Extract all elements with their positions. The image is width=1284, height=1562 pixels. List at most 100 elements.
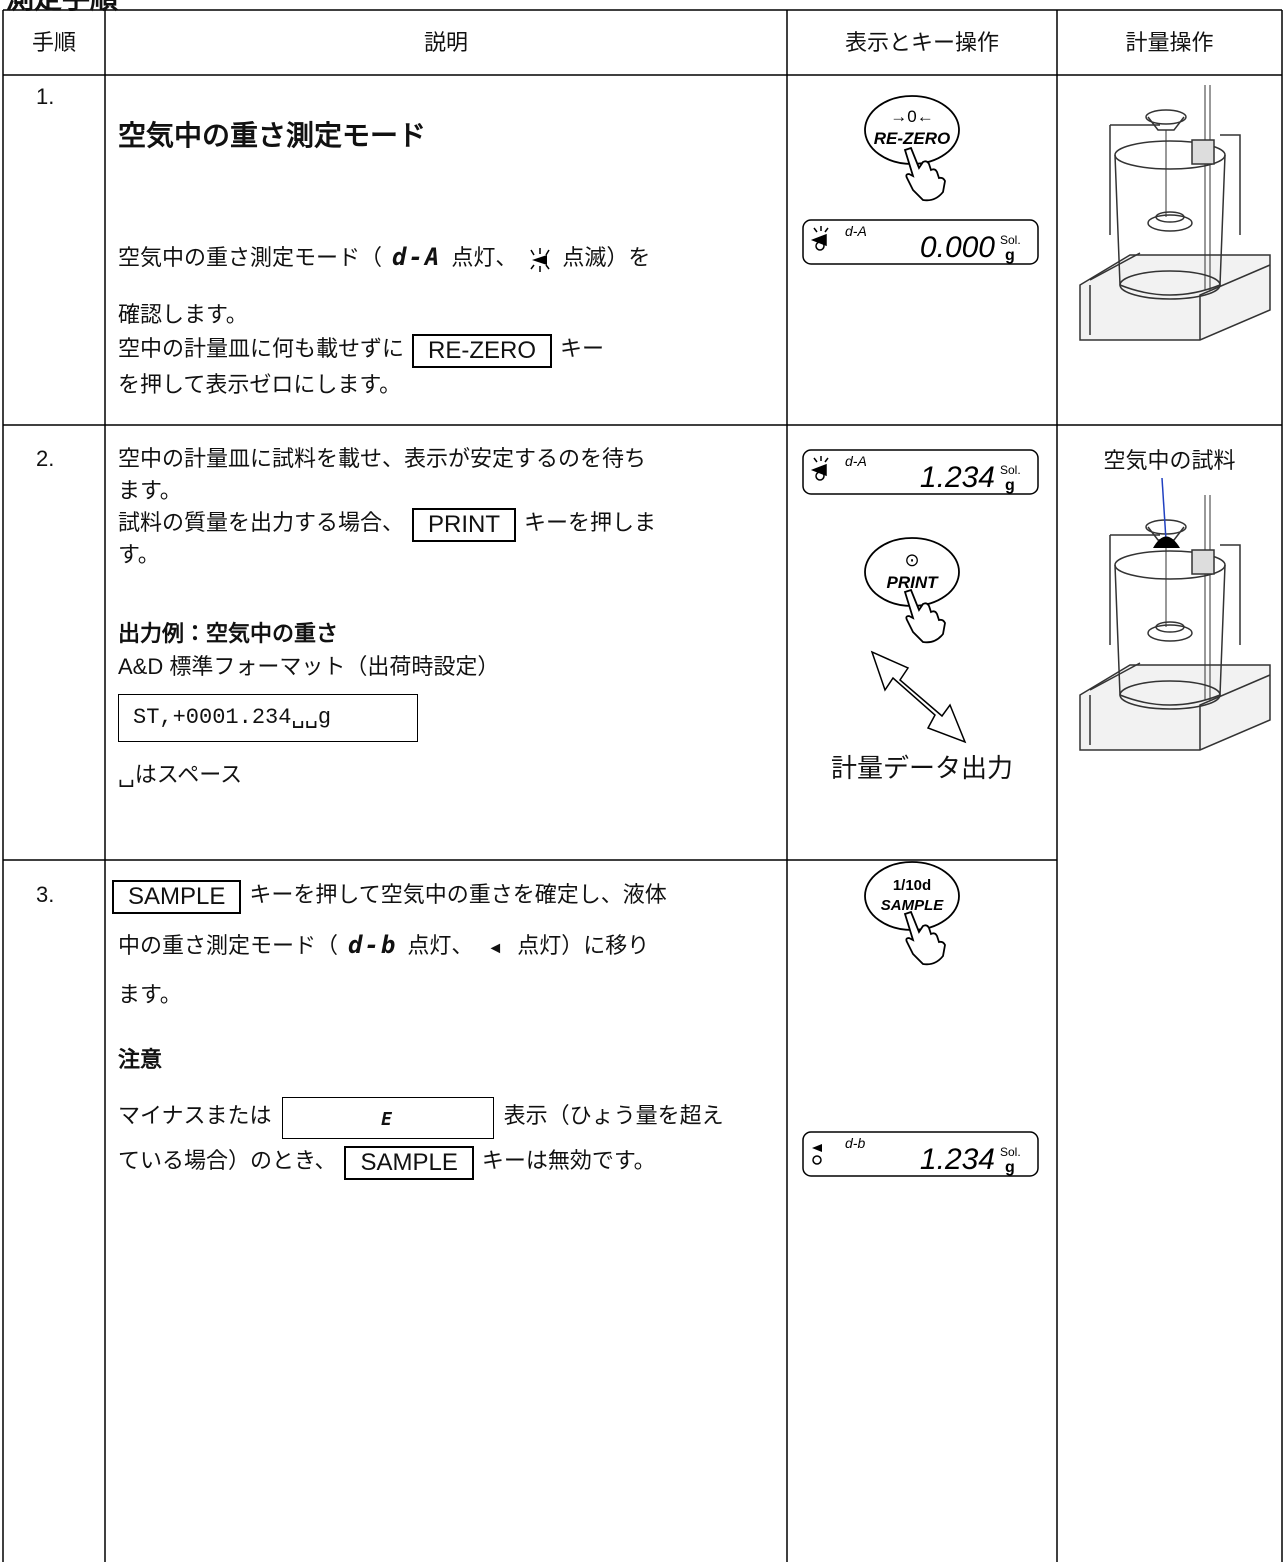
text: ます。 [118,478,182,503]
key-symbol: →0← [890,107,933,126]
key-label: SAMPLE [344,1146,474,1180]
display-value: 1.234 [920,461,995,494]
sample-key: 1/10d SAMPLE [864,861,960,966]
text: キーを押しま [524,510,657,536]
display: d-b 1.234 Sol. g [802,1131,1039,1177]
display-frame [802,449,1039,495]
step-heading: 空気中の重さ測定モード [118,119,427,152]
text: 空気中の重さ測定モード（ [118,245,383,270]
display-unit: g [1005,247,1015,264]
graphic [531,254,547,265]
display: d-A 1.234 Sol. g [802,449,1039,495]
key-label: RE-ZERO [412,334,553,368]
text: ます。 [118,982,182,1007]
text-line: す。 [118,540,160,570]
text: 空中の計量皿に何も載せずに [118,336,405,362]
text: マイナスまたは [118,1103,272,1128]
text-line: 試料の質量を出力する場合、 PRINT キーを押しま [118,508,656,542]
step-number: 2. [36,446,55,471]
text: 確認します。 [118,302,248,327]
print-key: ⊙ PRINT [864,537,960,644]
step-number: 3. [36,882,55,907]
text: 試料の質量を出力する場合、 [118,510,405,536]
display-unit-mode: Sol. [1000,233,1021,247]
stable-icon [530,247,550,272]
display-unit-mode: Sol. [1000,1145,1021,1159]
output-label: 計量データ出力 [830,754,1013,783]
caution-heading: 注意 [118,1048,163,1073]
key-symbol: ⊙ [904,550,919,570]
text-line: ます。 [118,476,182,506]
output-example: ST,+0001.234␣␣g [118,694,418,742]
output-arrow [870,650,967,744]
header-cell: 表示とキー操作 [844,30,999,55]
display-value: 1.234 [920,1143,995,1176]
stable-icon [812,1155,822,1165]
table-borders [2,9,1283,1562]
subheading: 出力例：空気中の重さ [118,622,339,647]
page-title: 測定手順 [6,0,118,14]
stable-symbol: ◄ [487,940,504,957]
display: d-A 0.000 Sol. g [802,219,1039,265]
display-unit-mode: Sol. [1000,463,1021,477]
stable-icon [812,1144,822,1152]
key-label: PRINT [412,508,517,542]
display-mode: d-A [845,453,867,469]
display-symbol: E [381,1108,394,1130]
key-label: SAMPLE [112,880,242,914]
text-line: A&D 標準フォーマット（出荷時設定） [118,654,500,679]
text-line: 空中の計量皿に試料を載せ、表示が安定するのを待ち [118,444,646,474]
text: 空中の計量皿に試料を載せ、表示が安定するのを待ち [118,446,647,471]
key-label: SAMPLE [881,897,945,914]
text-line: ます。 [118,980,182,1010]
text: 点灯、 [451,245,518,270]
pointer-line [1161,477,1167,541]
display-unit: g [1005,477,1015,494]
display-mode: d-b [845,1135,865,1151]
text-line: 確認します。 [118,300,248,330]
text: 点灯）に移り [517,933,650,958]
illustration-label: 空気中の試料 [1103,448,1236,473]
header-cell: 計量操作 [1125,30,1214,55]
key-label: RE-ZERO [874,129,951,148]
text-line: を押して表示ゼロにします。 [118,370,401,400]
key-label: PRINT [887,573,940,592]
text-line: ている場合）のとき、 SAMPLE キーは無効です。 [118,1146,656,1180]
graphic [530,247,550,272]
text: す。 [118,542,160,567]
display-unit: g [1005,1159,1015,1176]
text-line: マイナスまたは E 表示（ひょう量を超え [118,1096,724,1139]
rezero-key: →0← RE-ZERO [864,95,960,202]
text-line: SAMPLE キーを押して空気中の重さを確定し、液体 [112,880,667,914]
text-line: 空気中の重さ測定モード（ d-A 点灯、 点滅）を [118,242,650,273]
step-number: 1. [36,84,55,109]
display-frame [802,1131,1039,1177]
graphic [1079,84,1271,341]
text: キー [560,336,605,362]
text-line: 空中の計量皿に何も載せずに RE-ZERO キー [118,334,604,368]
display-mode: d-A [845,223,867,239]
graphic [1079,494,1271,751]
note: ␣はスペース [118,762,243,787]
mode-symbol: d-A [392,243,442,271]
header-cell: 説明 [423,30,468,55]
display-box: E [281,1096,494,1139]
sample [1153,536,1180,548]
text: 点滅）を [562,245,651,270]
text: 中の重さ測定モード（ [118,933,339,958]
text: 表示（ひょう量を超え [503,1103,724,1128]
display-frame [802,219,1039,265]
text: キーは無効です。 [481,1148,656,1174]
mode-symbol: d-b [348,931,398,959]
text: を押して表示ゼロにします。 [118,372,402,397]
text: ている場合）のとき、 [118,1148,337,1174]
display-value: 0.000 [920,231,995,264]
text: キーを押して空気中の重さを確定し、液体 [249,882,667,908]
text-line: 中の重さ測定モード（ d-b 点灯、 ◄ 点灯）に移り [118,930,649,964]
header-cell: 手順 [31,30,76,55]
key-symbol: 1/10d [893,877,931,894]
text: 点灯、 [407,933,474,958]
